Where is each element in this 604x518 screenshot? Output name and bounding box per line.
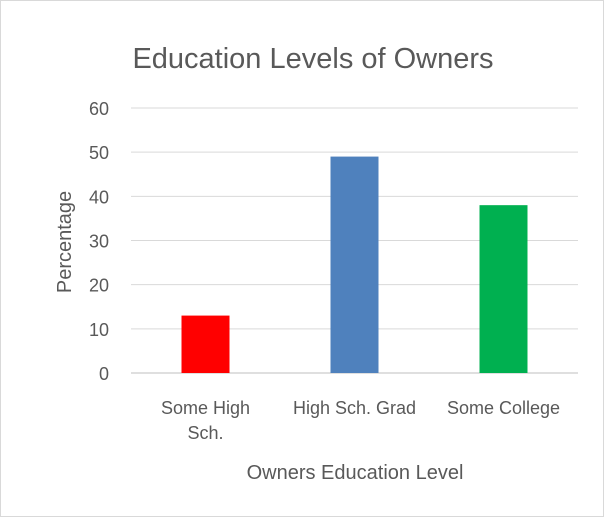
- y-tick-label: 10: [89, 320, 109, 340]
- y-tick-label: 30: [89, 232, 109, 252]
- y-tick-labels: 0 10 20 30 40 50 60: [89, 99, 109, 384]
- chart-title: Education Levels of Owners: [132, 43, 493, 75]
- y-tick-label: 40: [89, 187, 109, 207]
- x-tick-label: Some High Sch.: [161, 398, 250, 443]
- x-axis-label: Owners Education Level: [247, 462, 464, 484]
- bars: [181, 156, 528, 373]
- x-tick-label-line: High Sch. Grad: [293, 398, 416, 418]
- y-tick-label: 60: [89, 99, 109, 119]
- x-tick-label: Some College: [447, 398, 560, 418]
- bar: [330, 156, 379, 373]
- x-tick-label-line: Some College: [447, 398, 560, 418]
- x-tick-label-line: Some High: [161, 398, 250, 418]
- x-tick-labels: Some High Sch. High Sch. Grad Some College: [161, 398, 560, 443]
- y-tick-label: 50: [89, 143, 109, 163]
- y-tick-label: 20: [89, 276, 109, 296]
- y-tick-label: 0: [99, 364, 109, 384]
- x-tick-label: High Sch. Grad: [293, 398, 416, 418]
- bar: [479, 205, 528, 373]
- y-axis-label: Percentage: [54, 191, 76, 293]
- bar: [181, 315, 230, 373]
- x-tick-label-line: Sch.: [187, 423, 223, 443]
